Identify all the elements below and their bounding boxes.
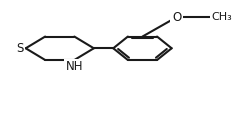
Text: S: S — [16, 42, 23, 55]
Text: NH: NH — [66, 60, 83, 73]
Text: CH₃: CH₃ — [212, 12, 232, 22]
Text: O: O — [172, 11, 181, 24]
